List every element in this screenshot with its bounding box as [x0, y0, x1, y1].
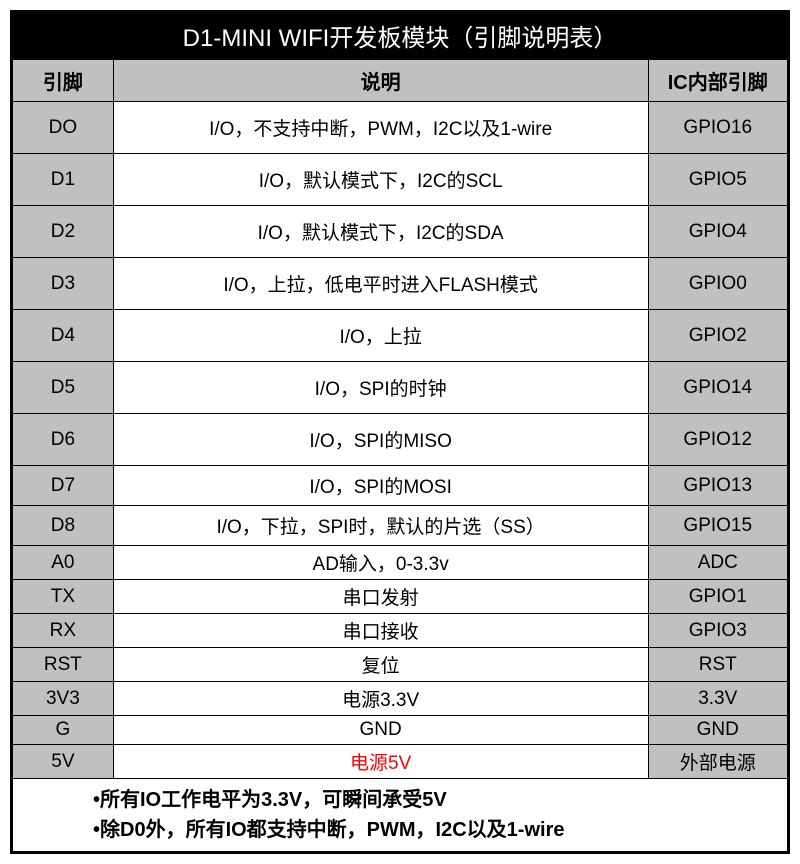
pin-cell: RST — [13, 648, 114, 682]
table-row: D6I/O，SPI的MISOGPIO12 — [13, 414, 788, 466]
ic-cell: GND — [648, 716, 788, 745]
footer-row: •所有IO工作电平为3.3V，可瞬间承受5V •除D0外，所有IO都支持中断，P… — [13, 779, 788, 852]
desc-cell: I/O，SPI的MOSI — [113, 466, 648, 506]
pin-cell: 3V3 — [13, 682, 114, 716]
table-row: D2I/O，默认模式下，I2C的SDAGPIO4 — [13, 206, 788, 258]
footer-notes: •所有IO工作电平为3.3V，可瞬间承受5V •除D0外，所有IO都支持中断，P… — [13, 779, 788, 852]
ic-cell: RST — [648, 648, 788, 682]
pin-cell: D4 — [13, 310, 114, 362]
ic-cell: GPIO4 — [648, 206, 788, 258]
table-row: RX串口接收GPIO3 — [13, 614, 788, 648]
header-pin: 引脚 — [13, 60, 114, 102]
ic-cell: GPIO16 — [648, 102, 788, 154]
table-row: DOI/O，不支持中断，PWM，I2C以及1-wireGPIO16 — [13, 102, 788, 154]
desc-cell: I/O，不支持中断，PWM，I2C以及1-wire — [113, 102, 648, 154]
table-row: GGNDGND — [13, 716, 788, 745]
pinout-table-container: D1-MINI WIFI开发板模块（引脚说明表） 引脚 说明 IC内部引脚 DO… — [10, 10, 790, 854]
pin-cell: D7 — [13, 466, 114, 506]
ic-cell: GPIO14 — [648, 362, 788, 414]
desc-cell: 串口发射 — [113, 580, 648, 614]
pin-cell: TX — [13, 580, 114, 614]
table-row: A0AD输入，0-3.3vADC — [13, 546, 788, 580]
pin-cell: DO — [13, 102, 114, 154]
desc-cell: 串口接收 — [113, 614, 648, 648]
pin-cell: 5V — [13, 745, 114, 779]
ic-cell: ADC — [648, 546, 788, 580]
desc-cell: I/O，默认模式下，I2C的SDA — [113, 206, 648, 258]
ic-cell: 3.3V — [648, 682, 788, 716]
header-ic: IC内部引脚 — [648, 60, 788, 102]
header-row: 引脚 说明 IC内部引脚 — [13, 60, 788, 102]
desc-cell: I/O，SPI的时钟 — [113, 362, 648, 414]
pin-cell: G — [13, 716, 114, 745]
header-desc: 说明 — [113, 60, 648, 102]
table-row: D5I/O，SPI的时钟GPIO14 — [13, 362, 788, 414]
desc-cell: 复位 — [113, 648, 648, 682]
ic-cell: GPIO3 — [648, 614, 788, 648]
table-row: D1I/O，默认模式下，I2C的SCLGPIO5 — [13, 154, 788, 206]
table-row: 5V电源5V外部电源 — [13, 745, 788, 779]
table-row: TX串口发射GPIO1 — [13, 580, 788, 614]
pin-cell: D2 — [13, 206, 114, 258]
table-row: D4I/O，上拉GPIO2 — [13, 310, 788, 362]
ic-cell: GPIO12 — [648, 414, 788, 466]
table-row: RST复位RST — [13, 648, 788, 682]
pin-cell: D3 — [13, 258, 114, 310]
ic-cell: GPIO0 — [648, 258, 788, 310]
ic-cell: GPIO15 — [648, 506, 788, 546]
pinout-table: 引脚 说明 IC内部引脚 DOI/O，不支持中断，PWM，I2C以及1-wire… — [12, 59, 788, 852]
table-row: 3V3电源3.3V3.3V — [13, 682, 788, 716]
pin-cell: D6 — [13, 414, 114, 466]
desc-cell: I/O，上拉，低电平时进入FLASH模式 — [113, 258, 648, 310]
desc-cell: GND — [113, 716, 648, 745]
pin-cell: D5 — [13, 362, 114, 414]
pin-cell: D1 — [13, 154, 114, 206]
footer-line1: •所有IO工作电平为3.3V，可瞬间承受5V — [93, 785, 777, 815]
desc-cell: I/O，下拉，SPI时，默认的片选（SS） — [113, 506, 648, 546]
desc-cell: I/O，SPI的MISO — [113, 414, 648, 466]
table-row: D7I/O，SPI的MOSIGPIO13 — [13, 466, 788, 506]
desc-cell: 电源3.3V — [113, 682, 648, 716]
desc-cell: 电源5V — [113, 745, 648, 779]
ic-cell: GPIO2 — [648, 310, 788, 362]
desc-cell: AD输入，0-3.3v — [113, 546, 648, 580]
pin-cell: A0 — [13, 546, 114, 580]
desc-cell: I/O，上拉 — [113, 310, 648, 362]
ic-cell: GPIO13 — [648, 466, 788, 506]
table-row: D8I/O，下拉，SPI时，默认的片选（SS）GPIO15 — [13, 506, 788, 546]
table-title: D1-MINI WIFI开发板模块（引脚说明表） — [12, 12, 788, 59]
table-row: D3I/O，上拉，低电平时进入FLASH模式GPIO0 — [13, 258, 788, 310]
ic-cell: 外部电源 — [648, 745, 788, 779]
pin-cell: RX — [13, 614, 114, 648]
pin-cell: D8 — [13, 506, 114, 546]
ic-cell: GPIO5 — [648, 154, 788, 206]
ic-cell: GPIO1 — [648, 580, 788, 614]
footer-line2: •除D0外，所有IO都支持中断，PWM，I2C以及1-wire — [93, 815, 777, 845]
desc-cell: I/O，默认模式下，I2C的SCL — [113, 154, 648, 206]
